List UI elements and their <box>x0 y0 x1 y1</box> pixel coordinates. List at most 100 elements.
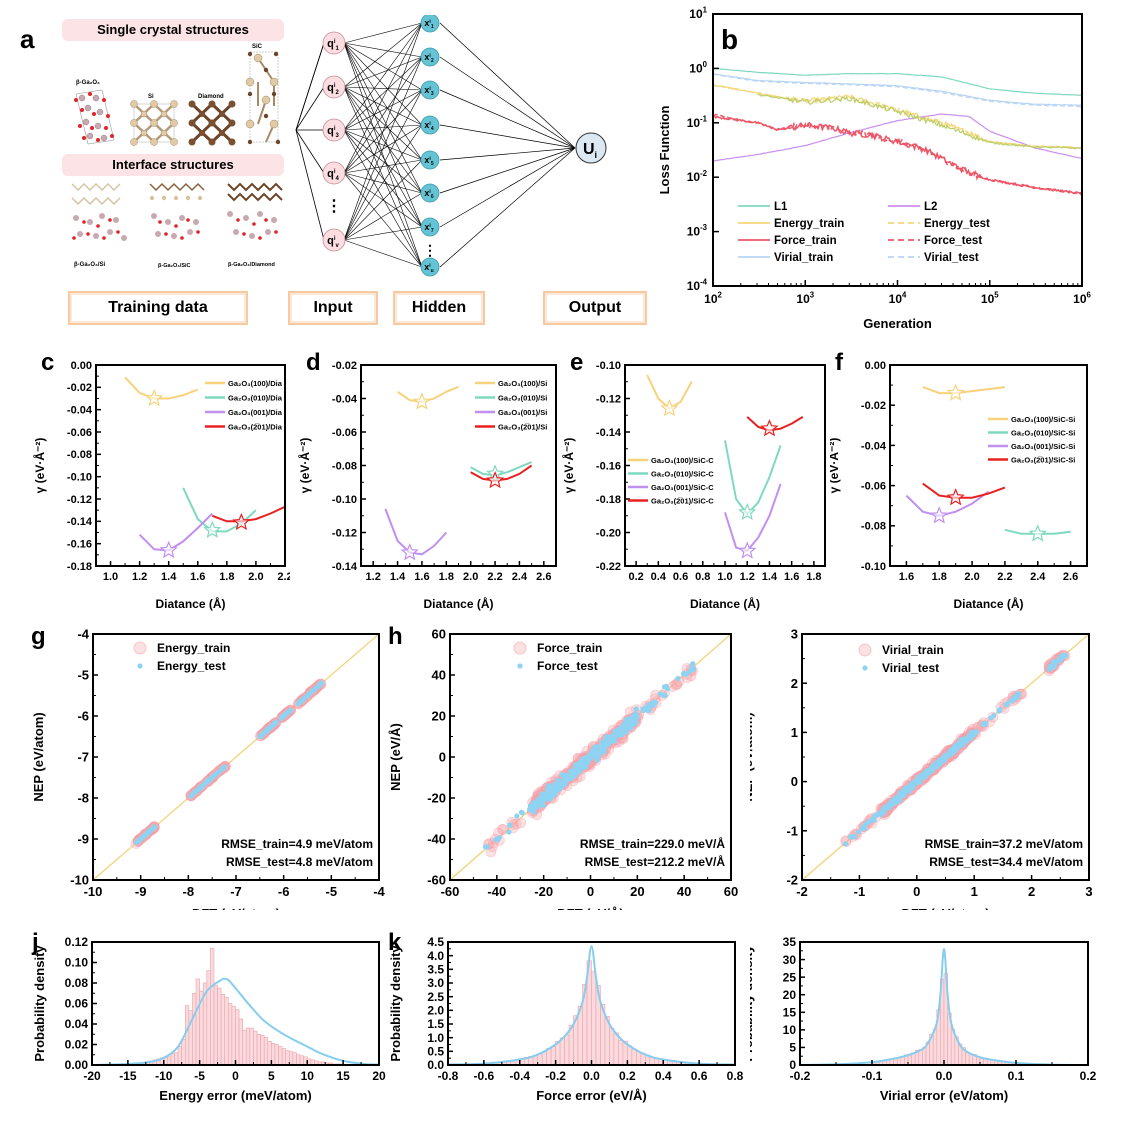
connection-line <box>343 56 423 88</box>
fan-line <box>295 42 325 131</box>
histogram-bar <box>591 971 597 1066</box>
test-point <box>888 800 894 806</box>
rmse-test-annotation: RMSE_test=4.8 meV/atom <box>226 855 373 869</box>
train-point <box>497 823 508 835</box>
hidden-node-label: xi1 <box>424 18 433 30</box>
series-line-l1 <box>712 67 1083 96</box>
x-tick-label: -0.8 <box>438 1069 459 1083</box>
gamma-curve <box>124 376 199 400</box>
histogram-bar <box>235 1009 240 1066</box>
legend-label: Ga₂O₃(100)/SiC-Si <box>1011 415 1075 424</box>
interface-label-sic: β-Ga₂O₃/SiC <box>158 263 191 269</box>
kde-curve <box>91 977 380 1066</box>
y-tick-label: 10-4 <box>687 278 708 293</box>
y-tick-label: -8 <box>77 791 89 806</box>
y-tick-label: -1 <box>786 823 798 838</box>
connection-line <box>343 86 423 228</box>
y-tick-label: -0.16 <box>67 539 92 551</box>
y-tick-label: 0 <box>439 750 446 765</box>
y-tick-label: -0.12 <box>332 527 357 539</box>
histogram-bar <box>206 970 211 1066</box>
legend-label: Ga₂O₃(010)/Si <box>498 394 547 403</box>
y-tick-label: -9 <box>77 832 89 847</box>
x-tick-label: 2.6 <box>536 571 551 583</box>
panel-a-letter: a <box>20 24 35 54</box>
x-tick-label: -8 <box>183 884 195 899</box>
y-tick-label: 0.10 <box>65 956 89 970</box>
chart-f-sic-si: Diatance (Å) γ (eV·Å⁻²) 1.6 1.8 2.0 2.2 2.4 2.6… <box>830 349 1088 611</box>
y-tick-label: -0.12 <box>596 393 621 405</box>
test-point <box>991 713 997 719</box>
x-tick-label: 1.0 <box>103 571 118 583</box>
test-point <box>895 796 902 802</box>
sic-crystal: SiC <box>245 44 281 145</box>
connection-line <box>343 129 423 228</box>
test-point <box>646 708 652 714</box>
y-tick-label: 100 <box>689 60 707 75</box>
histogram-bars <box>871 973 1017 1066</box>
panel-letter: h <box>388 623 403 650</box>
y-tick-label: -0.08 <box>67 449 92 461</box>
connection-line <box>343 56 423 131</box>
train-point <box>485 846 497 858</box>
test-point <box>599 744 605 750</box>
histogram-bar <box>636 1051 642 1066</box>
legend-label: Ga₂O₃(001)/Si <box>498 408 547 417</box>
input-node-label: qi2 <box>327 82 339 96</box>
y-tick-label: -0.16 <box>596 460 621 472</box>
test-point <box>585 756 591 762</box>
y-tick-label: -0.04 <box>332 393 358 405</box>
y-tick-label: 0 <box>791 774 798 789</box>
test-point <box>876 810 883 817</box>
output-box: Output <box>543 291 647 325</box>
test-point <box>548 784 554 790</box>
hidden-node-label: xi3 <box>424 85 433 97</box>
legend-label: Force_train <box>537 641 602 655</box>
test-point <box>1063 653 1069 659</box>
train-point <box>515 817 527 829</box>
test-point <box>681 671 687 677</box>
legend-train-marker <box>513 641 527 655</box>
x-tick-label: 20 <box>372 1069 386 1083</box>
y-tick-label: -0.08 <box>861 521 886 533</box>
test-point <box>855 829 862 835</box>
x-tick-label: 1.8 <box>439 571 454 583</box>
x-tick-label: 1.6 <box>190 571 205 583</box>
y-tick-label: 4.5 <box>427 935 444 949</box>
histogram-bar <box>253 1030 258 1066</box>
legend-train-marker <box>133 641 147 655</box>
test-point <box>871 817 877 823</box>
test-point <box>1015 691 1021 697</box>
y-tick-label: -4 <box>77 627 89 642</box>
interface-label-diamond: β-Ga₂O₃/Diamond <box>228 262 275 268</box>
minimum-star-marker <box>760 419 779 437</box>
series-line-energy-test-green <box>758 94 1083 150</box>
y-tick-label: 35 <box>783 935 797 949</box>
test-point <box>273 719 280 725</box>
y-tick-label: 0.00 <box>865 360 886 372</box>
minimum-star-marker <box>930 506 949 524</box>
connection-line <box>343 129 423 194</box>
x-tick-label: 0.6 <box>691 1069 708 1083</box>
test-point <box>966 733 972 739</box>
histogram-bar <box>220 993 226 1066</box>
ga2o3-crystal: β-Ga₂O₃ <box>74 80 115 145</box>
minimum-star-marker <box>946 488 965 506</box>
x-tick-label: 15 <box>336 1069 350 1083</box>
histogram-bar <box>609 1027 615 1066</box>
connection-line <box>343 86 423 91</box>
neural-network-diagram: qi1 qi2 qi3 qi4 ⋮ qiv ⋮ xi1 xi2 xi3 xi4 xi5 xi6 xi7 xi… <box>295 15 607 277</box>
x-tick-label: -2 <box>796 884 808 899</box>
y-tick-label: -0.06 <box>861 480 886 492</box>
test-point <box>514 813 520 819</box>
y-axis-label: NEP (eV/Å) <box>388 723 403 791</box>
test-point <box>648 701 654 707</box>
legend-label: Ga₂O₃(2̅01)/SiC-Si <box>1011 456 1075 465</box>
histogram-bars <box>131 947 344 1066</box>
plot-frame <box>712 13 1083 287</box>
connection-line <box>343 56 423 241</box>
histogram-bar <box>613 1032 619 1066</box>
y-tick-label: -0.04 <box>67 405 93 417</box>
output-node-label: Ui <box>583 141 597 160</box>
x-tick-label: 0.0 <box>583 1069 600 1083</box>
